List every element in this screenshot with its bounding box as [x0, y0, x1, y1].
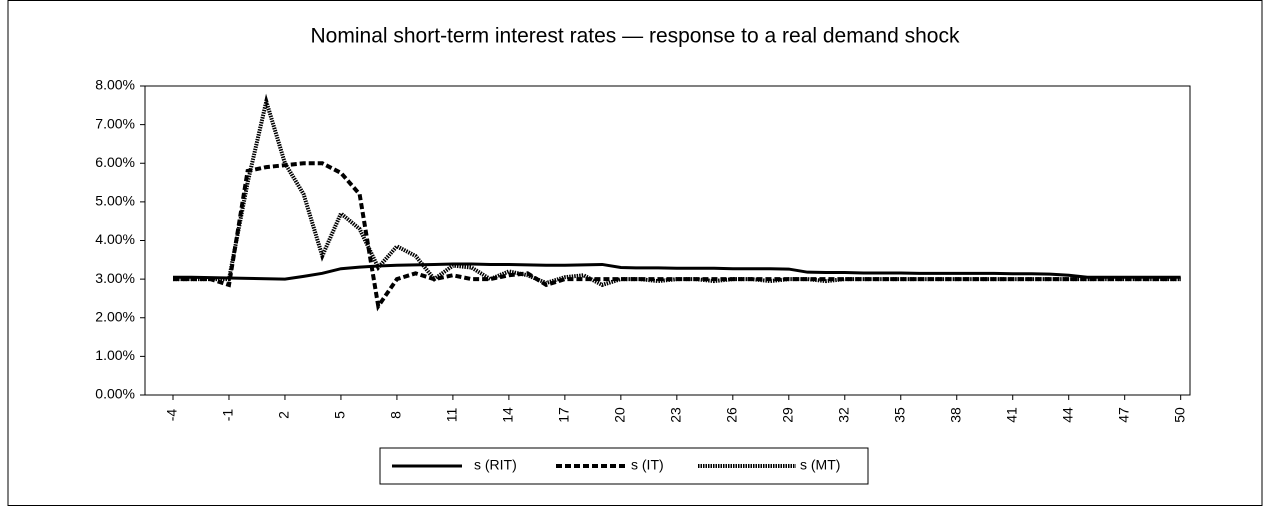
x-tick-label: 8 [388, 411, 404, 419]
y-tick-label: 6.00% [95, 154, 135, 170]
legend-label: s (MT) [800, 457, 840, 473]
chart-title: Nominal short-term interest rates — resp… [311, 25, 960, 48]
series-line [172, 93, 1181, 288]
y-tick-label: 1.00% [95, 347, 135, 363]
chart-frame [7, 0, 1263, 506]
y-tick-label: 0.00% [95, 386, 135, 402]
x-tick-label: 29 [779, 407, 795, 423]
y-tick-label: 2.00% [95, 308, 135, 324]
x-tick-label: 41 [1003, 407, 1019, 423]
y-tick-label: 3.00% [95, 270, 135, 286]
x-tick-label: 5 [332, 411, 348, 419]
y-tick-label: 5.00% [95, 193, 135, 209]
x-tick-label: 23 [668, 407, 684, 423]
y-tick-label: 8.00% [95, 77, 135, 93]
x-tick-label: 17 [556, 407, 572, 423]
legend-label: s (IT) [631, 457, 664, 473]
x-tick-label: 26 [724, 407, 740, 423]
x-tick-label: 2 [276, 411, 292, 419]
y-tick-label: 7.00% [95, 115, 135, 131]
legend-label: s (RIT) [474, 457, 517, 473]
series-line [172, 262, 1181, 281]
x-tick-label: 35 [891, 407, 907, 423]
x-tick-label: 14 [500, 407, 516, 423]
y-tick-label: 4.00% [95, 231, 135, 247]
x-tick-label: -4 [164, 409, 180, 422]
x-tick-label: 47 [1115, 407, 1131, 423]
x-tick-label: 20 [612, 407, 628, 423]
x-tick-label: -1 [220, 409, 236, 422]
x-tick-label: 44 [1059, 407, 1075, 423]
x-tick-label: 38 [947, 407, 963, 423]
x-tick-label: 11 [444, 408, 460, 423]
x-tick-label: 32 [835, 407, 851, 423]
x-tick-label: 50 [1171, 407, 1187, 423]
